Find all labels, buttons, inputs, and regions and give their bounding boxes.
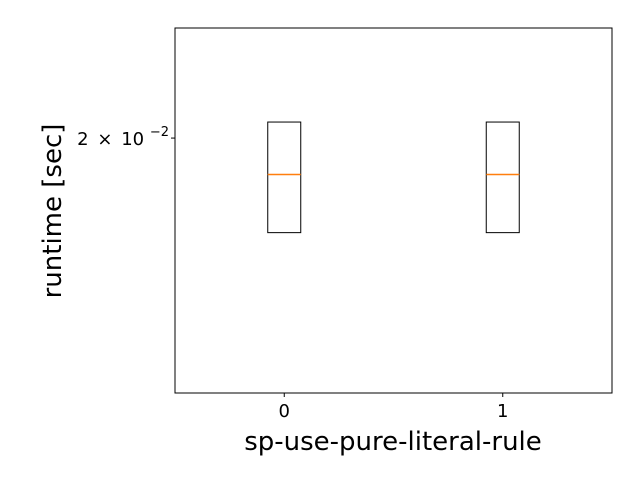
boxes-layer: [267, 121, 520, 234]
y-tick-times: ×: [97, 129, 112, 150]
y-tick-exponent: −2: [150, 125, 169, 140]
box-0: [267, 121, 302, 234]
y-ticks-layer: 2 × 10 −2: [77, 125, 175, 150]
x-tick-label-1: 1: [497, 401, 508, 422]
y-tick-label: 2 × 10 −2: [77, 125, 169, 150]
y-axis-label: runtime [sec]: [38, 124, 68, 299]
plot-area: [174, 27, 613, 394]
y-tick-base: 10: [121, 129, 144, 150]
y-tick-mantissa: 2: [77, 129, 88, 150]
x-tick-label-0: 0: [279, 401, 290, 422]
box-1: [485, 121, 520, 234]
x-axis-label: sp-use-pure-literal-rule: [244, 427, 542, 457]
